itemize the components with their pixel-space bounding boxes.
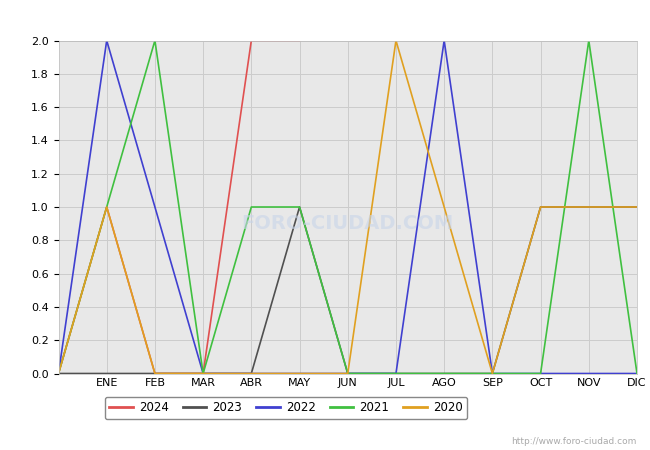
Text: http://www.foro-ciudad.com: http://www.foro-ciudad.com — [512, 436, 637, 446]
Text: FORO-CIUDAD.COM: FORO-CIUDAD.COM — [242, 214, 454, 233]
Legend: 2024, 2023, 2022, 2021, 2020: 2024, 2023, 2022, 2021, 2020 — [105, 397, 467, 419]
Text: Matriculaciones de Vehiculos en Samboal: Matriculaciones de Vehiculos en Samboal — [166, 10, 484, 26]
